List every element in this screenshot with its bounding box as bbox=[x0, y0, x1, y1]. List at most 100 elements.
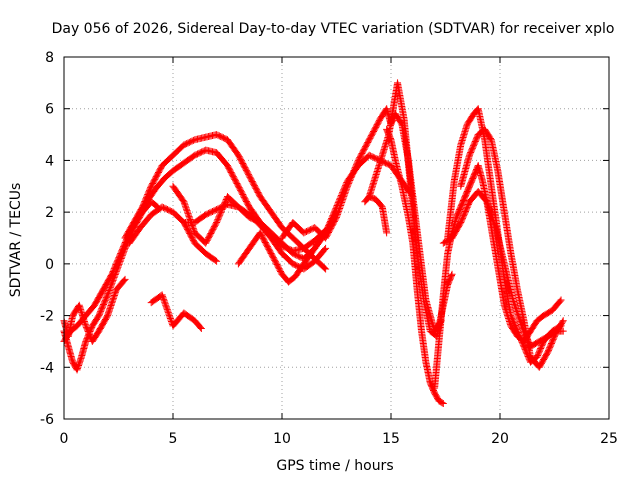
plus-marker bbox=[189, 223, 197, 231]
plus-marker bbox=[162, 303, 170, 311]
plus-marker bbox=[438, 399, 446, 407]
plus-marker bbox=[338, 197, 346, 205]
plus-marker bbox=[221, 198, 229, 206]
plus-marker bbox=[351, 164, 359, 172]
series-arc-7 bbox=[147, 291, 205, 332]
plus-marker bbox=[222, 197, 230, 205]
plus-marker bbox=[340, 193, 348, 201]
plus-marker bbox=[166, 313, 174, 321]
plus-marker bbox=[336, 203, 344, 211]
y-tick-label: 2 bbox=[45, 205, 54, 221]
plus-marker bbox=[104, 289, 112, 297]
plus-marker bbox=[165, 310, 173, 318]
plus-marker bbox=[188, 220, 196, 228]
y-tick-label: 4 bbox=[45, 153, 54, 169]
series-arc-6 bbox=[234, 151, 417, 286]
plus-marker bbox=[344, 181, 352, 189]
plus-marker bbox=[106, 285, 114, 293]
plus-marker bbox=[180, 198, 188, 206]
plus-marker bbox=[216, 211, 224, 219]
x-ticks: 0 5 10 15 20 25 bbox=[60, 57, 618, 447]
plus-marker bbox=[217, 207, 225, 215]
plus-marker bbox=[218, 206, 226, 214]
plus-marker bbox=[334, 209, 342, 217]
plus-marker bbox=[321, 246, 329, 254]
plus-marker bbox=[213, 218, 221, 226]
plus-marker bbox=[161, 298, 169, 306]
plus-marker bbox=[348, 171, 356, 179]
plus-marker bbox=[181, 201, 189, 209]
data-points bbox=[60, 79, 567, 407]
plus-marker bbox=[213, 217, 221, 225]
plus-marker bbox=[338, 199, 346, 207]
plus-marker bbox=[333, 213, 340, 221]
plus-marker bbox=[321, 264, 329, 272]
plus-marker bbox=[557, 296, 565, 304]
plus-marker bbox=[337, 200, 345, 208]
plus-marker bbox=[186, 214, 194, 222]
plus-marker bbox=[559, 327, 567, 335]
series-arc-16 bbox=[457, 125, 567, 371]
plus-marker bbox=[220, 200, 228, 208]
plus-marker bbox=[120, 277, 128, 285]
plus-marker bbox=[159, 292, 167, 300]
series-arc-17 bbox=[60, 275, 129, 345]
plus-marker bbox=[213, 257, 221, 265]
y-axis-label: SDTVAR / TECUs bbox=[8, 183, 24, 298]
plus-marker bbox=[217, 208, 225, 216]
plus-marker bbox=[188, 221, 196, 229]
plus-marker bbox=[219, 204, 227, 212]
plus-marker bbox=[182, 205, 190, 213]
plus-marker bbox=[219, 203, 227, 211]
series-arc-12 bbox=[361, 193, 391, 237]
plus-marker bbox=[214, 214, 222, 222]
plus-marker bbox=[165, 312, 173, 320]
plus-marker bbox=[160, 295, 168, 303]
plus-marker bbox=[343, 184, 351, 192]
plus-marker bbox=[347, 174, 355, 182]
plus-marker bbox=[345, 178, 353, 186]
y-tick-label: 8 bbox=[45, 50, 54, 66]
plus-marker bbox=[343, 182, 351, 190]
plus-marker bbox=[333, 212, 341, 220]
plus-marker bbox=[556, 297, 564, 305]
plus-marker bbox=[215, 213, 223, 221]
plus-marker bbox=[220, 201, 228, 209]
plus-marker bbox=[181, 202, 189, 210]
plus-marker bbox=[346, 175, 354, 183]
plus-marker bbox=[183, 207, 191, 215]
plus-marker bbox=[187, 217, 195, 225]
plus-marker bbox=[121, 275, 129, 283]
plus-marker bbox=[345, 179, 353, 187]
plus-marker bbox=[187, 218, 195, 226]
plus-marker bbox=[447, 271, 455, 279]
series-arc-8 bbox=[180, 218, 221, 265]
y-tick-label: -6 bbox=[40, 412, 54, 428]
plus-marker bbox=[339, 194, 347, 202]
x-tick-label: 5 bbox=[169, 431, 178, 447]
series-arc-11 bbox=[383, 125, 447, 407]
plus-marker bbox=[341, 188, 349, 196]
y-tick-label: -4 bbox=[40, 360, 54, 376]
plus-marker bbox=[352, 161, 360, 169]
plus-marker bbox=[105, 288, 113, 296]
plus-marker bbox=[161, 300, 169, 308]
plus-marker bbox=[184, 210, 192, 218]
plus-marker bbox=[339, 196, 347, 204]
x-tick-label: 10 bbox=[273, 431, 291, 447]
x-tick-label: 25 bbox=[600, 431, 618, 447]
grid bbox=[64, 57, 609, 419]
plus-marker bbox=[350, 166, 358, 174]
x-tick-label: 20 bbox=[491, 431, 509, 447]
plus-marker bbox=[211, 256, 219, 264]
plus-marker bbox=[190, 226, 198, 234]
plus-marker bbox=[163, 306, 171, 314]
plus-marker bbox=[167, 316, 175, 324]
plus-marker bbox=[158, 291, 166, 299]
y-tick-label: -2 bbox=[40, 309, 54, 325]
plus-marker bbox=[353, 159, 361, 167]
plus-marker bbox=[486, 134, 494, 142]
plus-marker bbox=[342, 187, 350, 195]
plus-marker bbox=[184, 208, 192, 216]
